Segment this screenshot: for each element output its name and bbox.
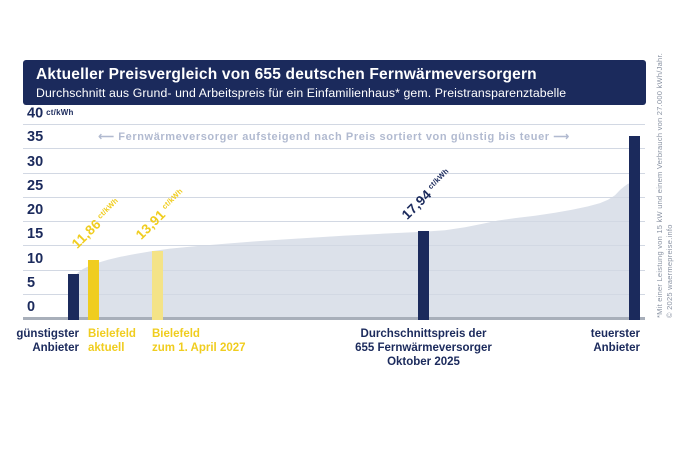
tick-value: 20: [27, 202, 44, 218]
tick-value: 30: [27, 153, 44, 170]
tick-value: 15: [27, 226, 44, 243]
x-axis-label-bielefeld-april-2027: Bielefeld zum 1. April 2027: [152, 327, 302, 355]
gridline-30: [23, 172, 645, 174]
bar-guenstigster-anbieter: [68, 274, 79, 320]
x-axis-label-line: Oktober 2025: [387, 356, 460, 368]
x-axis-label-guenstigster-anbieter: günstigster Anbieter: [0, 327, 79, 355]
chart-title: Aktueller Preisvergleich von 655 deutsch…: [36, 66, 537, 83]
tick-value: 25: [27, 177, 44, 194]
x-axis-label-line: zum 1. April 2027: [152, 342, 246, 354]
x-axis-label-line: aktuell: [88, 342, 125, 354]
tick-value: 35: [27, 129, 44, 146]
x-axis-label-bielefeld-aktuell: Bielefeld aktuell: [88, 327, 238, 355]
y-axis-tick-label-25: 25: [27, 177, 43, 195]
gridline-5: [23, 293, 645, 295]
tick-value: 0: [27, 299, 36, 315]
gridline-10: [23, 269, 645, 271]
sort-direction-annotation: ⟵ Fernwärmeversorger aufsteigend nach Pr…: [98, 131, 570, 143]
gridline-25: [23, 196, 645, 198]
chart-header: Aktueller Preisvergleich von 655 deutsch…: [23, 60, 646, 105]
y-axis-tick-label-40: 40 ct/kWh: [27, 104, 74, 122]
bar-bielefeld-april-2027: [152, 250, 163, 320]
tick-value: 40: [27, 105, 44, 122]
bar-teuerster-anbieter: [629, 136, 640, 320]
x-axis-label-line: teuerster: [590, 328, 640, 340]
tick-value: 10: [27, 250, 44, 267]
x-axis-label-line: Anbieter: [593, 342, 640, 354]
y-axis-tick-label-30: 30: [27, 153, 43, 171]
y-axis-unit-label: ct/kWh: [46, 108, 74, 117]
y-axis-tick-label-0: 0: [27, 298, 35, 316]
y-axis-tick-label-35: 35: [27, 128, 43, 146]
gridline-20: [23, 221, 645, 222]
x-axis-label-line: 655 Fernwärmeversorger: [355, 342, 492, 354]
bar-bielefeld-aktuell: [88, 260, 99, 320]
x-axis-label-line: Bielefeld: [152, 328, 200, 340]
chart-subtitle: Durchschnitt aus Grund- und Arbeitspreis…: [36, 86, 567, 100]
y-axis-tick-label-20: 20: [27, 201, 43, 219]
x-axis-label-line: Bielefeld: [88, 328, 136, 340]
x-axis-label-line: Anbieter: [32, 342, 79, 354]
x-axis-baseline: [23, 317, 645, 320]
x-axis-label-line: Durchschnittspreis der: [360, 328, 487, 340]
x-axis-label-durchschnittspreis-oktober-2025: Durchschnittspreis der 655 Fernwärmeverso…: [329, 327, 519, 369]
y-axis-tick-label-15: 15: [27, 225, 43, 243]
gridline-15: [23, 245, 645, 247]
y-axis-tick-label-10: 10: [27, 250, 43, 268]
gridline-40: [23, 124, 645, 125]
tick-value: 5: [27, 274, 36, 291]
x-axis-label-teuerster-anbieter: teuerster Anbieter: [550, 327, 640, 355]
x-axis-label-line: günstigster: [16, 328, 79, 340]
bar-durchschnittspreis-oktober-2025: [418, 230, 429, 320]
gridline-35: [23, 148, 645, 150]
y-axis-tick-label-5: 5: [27, 274, 35, 292]
